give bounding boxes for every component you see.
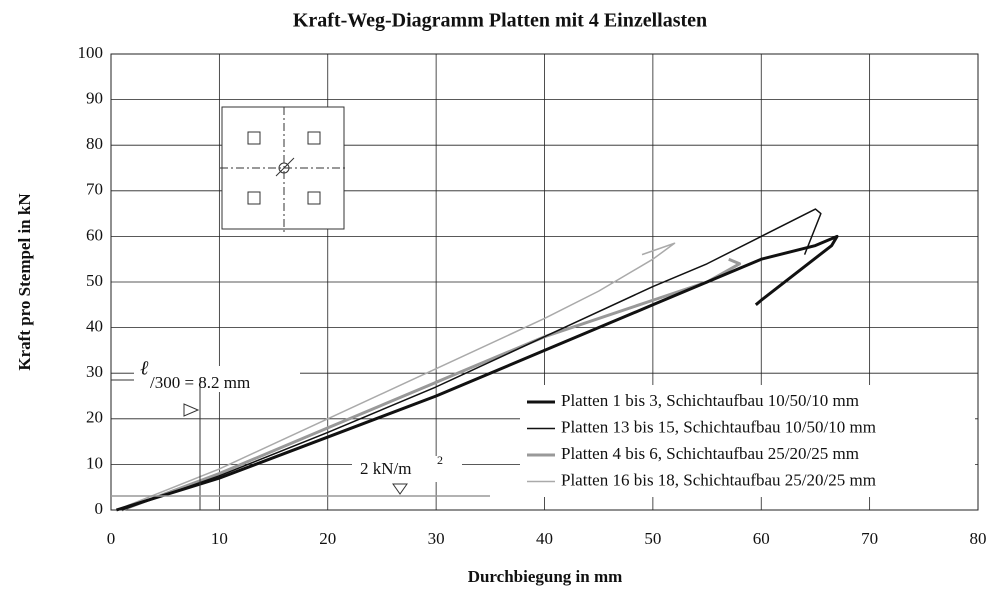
legend-label: Platten 16 bis 18, Schichtaufbau 25/20/2… <box>561 470 876 489</box>
y-tick-label: 60 <box>86 225 103 244</box>
x-tick-label: 60 <box>753 529 770 548</box>
annotation-span: ℓ /300 = 8.2 mm 2 kN/m 2 <box>111 358 490 510</box>
x-axis-label: Durchbiegung in mm <box>468 567 623 586</box>
x-tick-label: 10 <box>211 529 228 548</box>
y-tick-label: 40 <box>86 317 103 336</box>
y-tick-label: 30 <box>86 362 103 381</box>
legend: Platten 1 bis 3, Schichtaufbau 10/50/10 … <box>520 385 975 497</box>
annotation: 2 <box>437 453 443 467</box>
chart-title: Kraft-Weg-Diagramm Platten mit 4 Einzell… <box>293 10 707 32</box>
plot-frame <box>110 53 979 511</box>
y-tick-label: 90 <box>86 89 103 108</box>
annotation: /300 = 8.2 mm <box>150 373 250 392</box>
y-axis-label: Kraft pro Stempel in kN <box>15 193 34 371</box>
x-tick-label: 30 <box>428 529 445 548</box>
legend-label: Platten 1 bis 3, Schichtaufbau 10/50/10 … <box>561 391 859 410</box>
y-tick-label: 0 <box>95 499 104 518</box>
x-tick-label: 50 <box>644 529 661 548</box>
x-tick-label: 40 <box>536 529 553 548</box>
y-tick-label: 20 <box>86 408 103 427</box>
y-tick-label: 100 <box>78 43 104 62</box>
x-tick-label: 70 <box>861 529 878 548</box>
x-tick-label: 20 <box>319 529 336 548</box>
annotation: ℓ <box>140 358 149 380</box>
x-tick-label: 0 <box>107 529 116 548</box>
series-line <box>121 208 822 511</box>
series-line <box>116 242 676 511</box>
x-tick-label: 80 <box>970 529 987 548</box>
y-tick-label: 70 <box>86 180 103 199</box>
legend-label: Platten 13 bis 15, Schichtaufbau 10/50/1… <box>561 417 876 436</box>
series-line <box>115 234 839 512</box>
annotation: 2 kN/m <box>360 459 411 478</box>
legend-label: Platten 4 bis 6, Schichtaufbau 25/20/25 … <box>561 444 859 463</box>
y-tick-label: 80 <box>86 134 103 153</box>
y-tick-label: 50 <box>86 271 103 290</box>
y-tick-label: 10 <box>86 453 103 472</box>
inset-diagram <box>220 106 348 232</box>
